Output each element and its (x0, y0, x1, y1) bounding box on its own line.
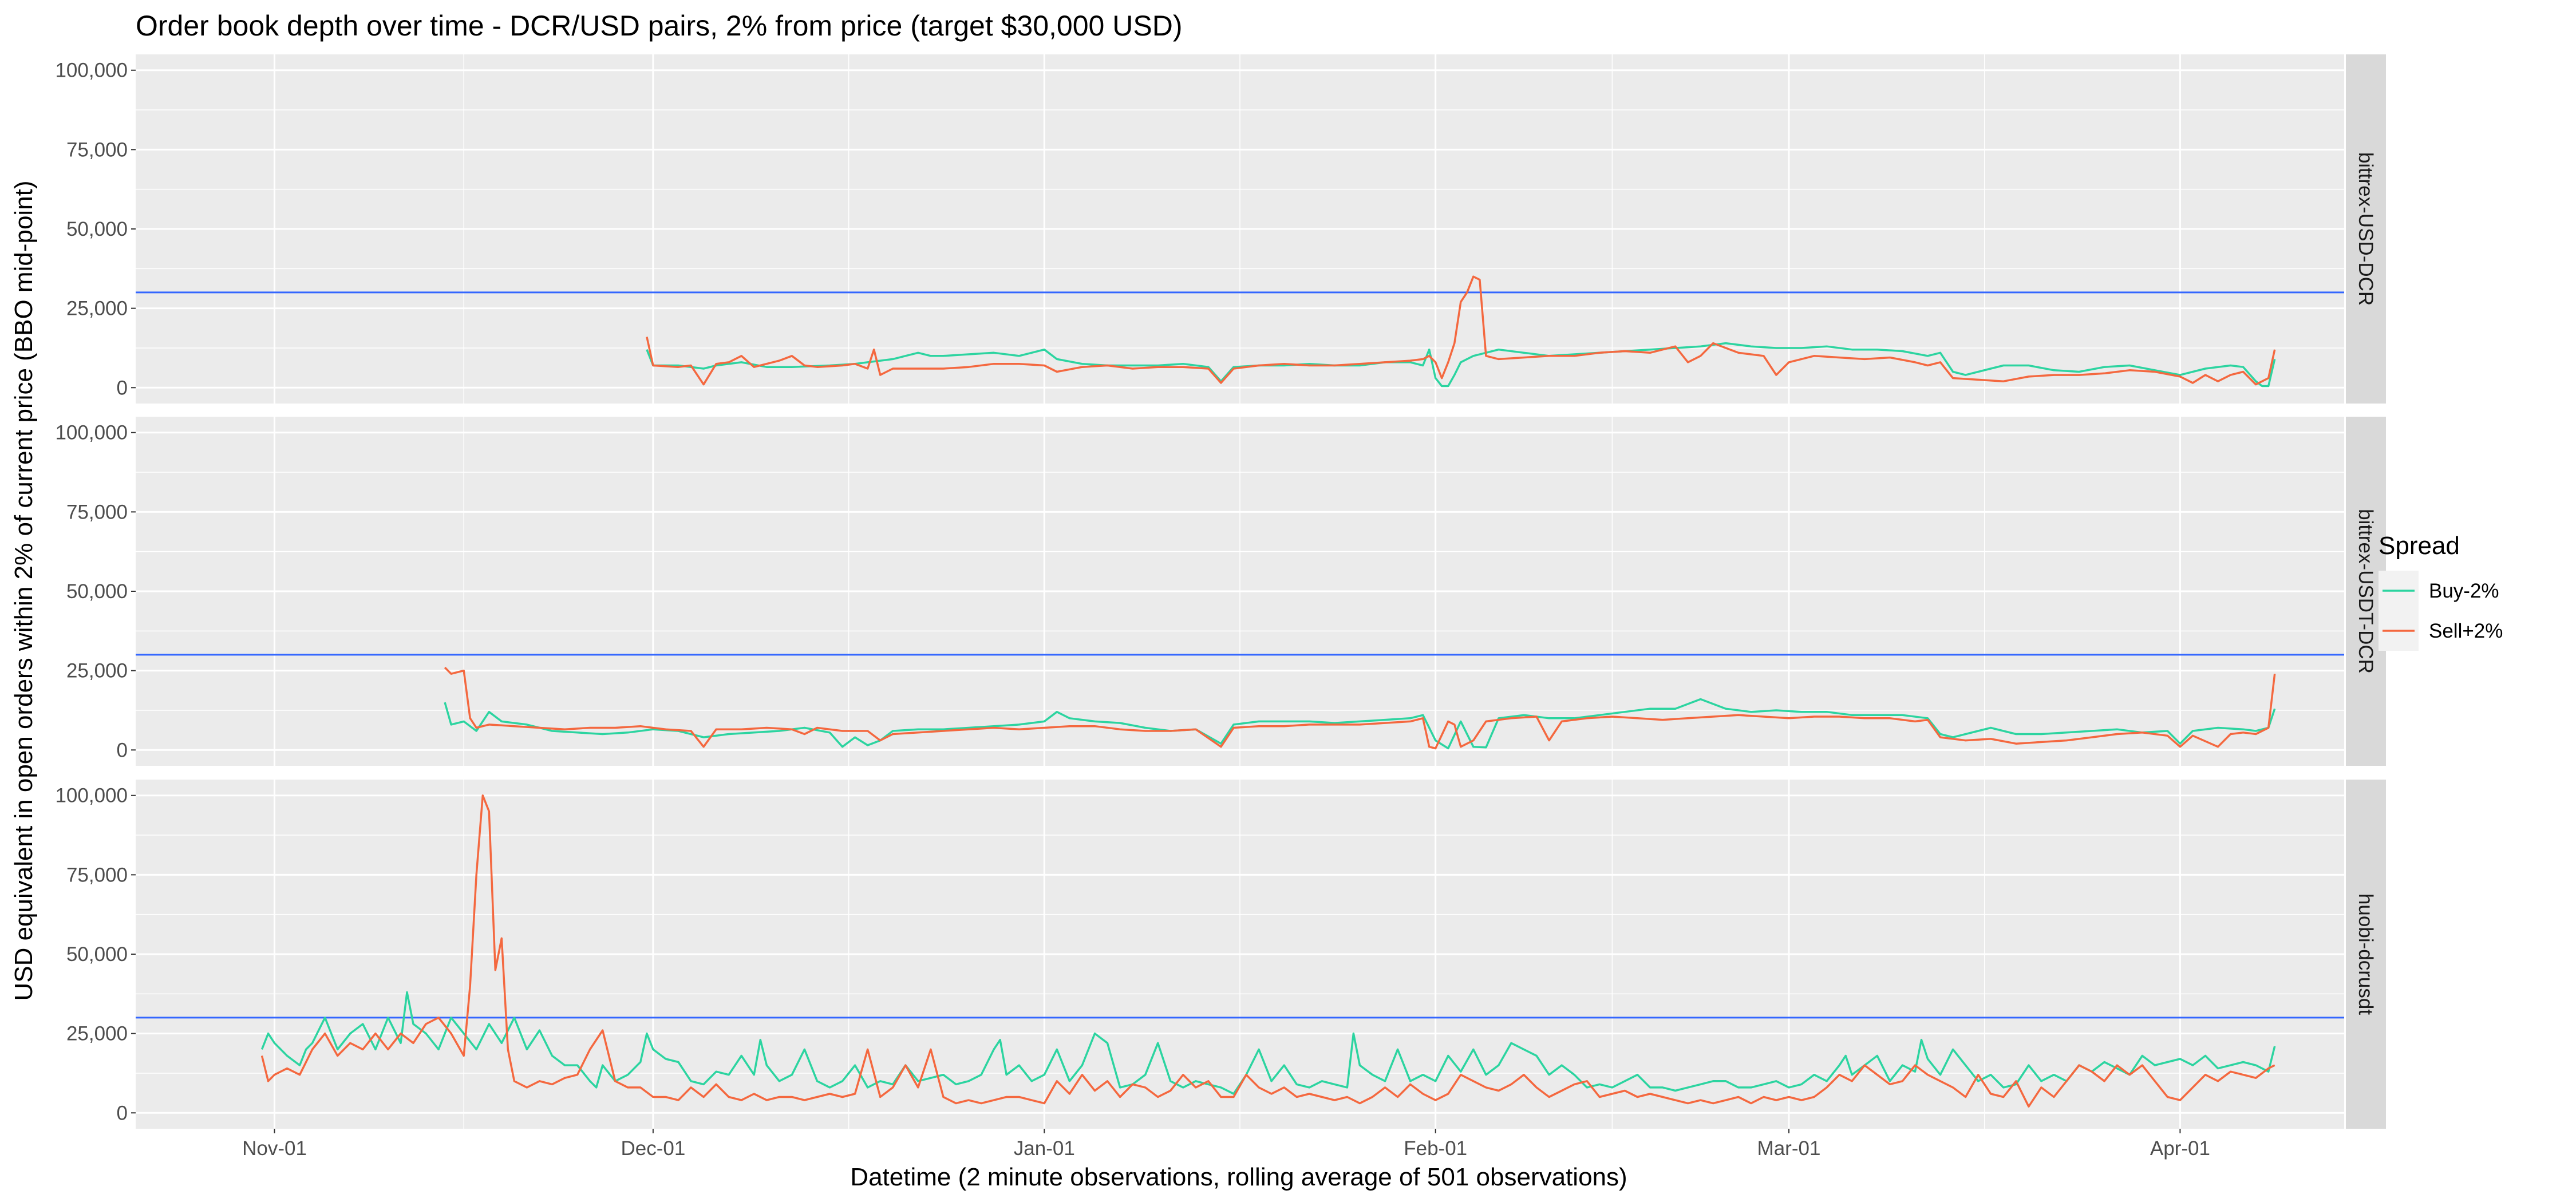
series-line-Buy-2% (444, 698, 2276, 750)
series-line-Buy-2% (646, 342, 2276, 388)
panel-bittrex-USDT-DCR: 0 25,000 50,000 75,000 100,000 bittrex-USDT-D… (55, 417, 2386, 766)
y-tick-label: 0 (117, 1102, 128, 1124)
x-tick-label: Jan-01 (1014, 1137, 1075, 1160)
legend-label: Sell+2% (2429, 620, 2503, 642)
y-tick-label: 100,000 (55, 422, 128, 444)
x-axis-title: Datetime (2 minute observations, rolling… (850, 1163, 1627, 1191)
y-tick-label: 50,000 (66, 943, 128, 966)
y-tick-label: 0 (117, 377, 128, 399)
y-tick-label: 100,000 (55, 785, 128, 807)
facet-strip-label: huobi-dcrusdt (2354, 893, 2377, 1015)
y-tick-label: 100,000 (55, 60, 128, 82)
x-tick-label: Feb-01 (1404, 1137, 1467, 1160)
panels-layer: 0 25,000 50,000 75,000 100,000 bittrex-USD-DC… (55, 54, 2386, 1160)
y-tick-label: 75,000 (66, 501, 128, 523)
legend-entries: Buy-2% Sell+2% (2379, 571, 2503, 651)
y-tick-label: 75,000 (66, 139, 128, 161)
facet-strip-label: bittrex-USDT-DCR (2354, 509, 2377, 674)
series-line-Sell+2% (444, 666, 2276, 750)
series-line-Sell+2% (646, 275, 2276, 386)
facet-strip-label: bittrex-USD-DCR (2354, 152, 2377, 306)
legend: Spread Buy-2% Sell+2% (2379, 532, 2503, 651)
series-line-Sell+2% (260, 794, 2275, 1108)
y-tick-label: 50,000 (66, 218, 128, 240)
y-tick-label: 50,000 (66, 580, 128, 603)
x-tick-label: Nov-01 (242, 1137, 307, 1160)
legend-label: Buy-2% (2429, 580, 2499, 602)
facet-strip (2346, 54, 2386, 404)
y-tick-label: 75,000 (66, 864, 128, 886)
x-tick-label: Dec-01 (621, 1137, 685, 1160)
x-tick-label: Apr-01 (2150, 1137, 2210, 1160)
y-tick-label: 25,000 (66, 660, 128, 682)
x-tick-label: Mar-01 (1757, 1137, 1821, 1160)
y-tick-label: 25,000 (66, 298, 128, 320)
panel-huobi-dcrusdt: 0 25,000 50,000 75,000 100,000 huobi-dcrusdt (55, 780, 2386, 1129)
y-tick-label: 25,000 (66, 1023, 128, 1045)
chart-title: Order book depth over time - DCR/USD pai… (136, 10, 1182, 42)
y-axis-title: USD equivalent in open orders within 2% … (10, 180, 38, 1001)
y-tick-label: 0 (117, 739, 128, 761)
legend-title: Spread (2379, 532, 2460, 560)
facet-strip (2346, 780, 2386, 1129)
panel-bittrex-USD-DCR: 0 25,000 50,000 75,000 100,000 bittrex-USD-DC… (55, 54, 2386, 404)
